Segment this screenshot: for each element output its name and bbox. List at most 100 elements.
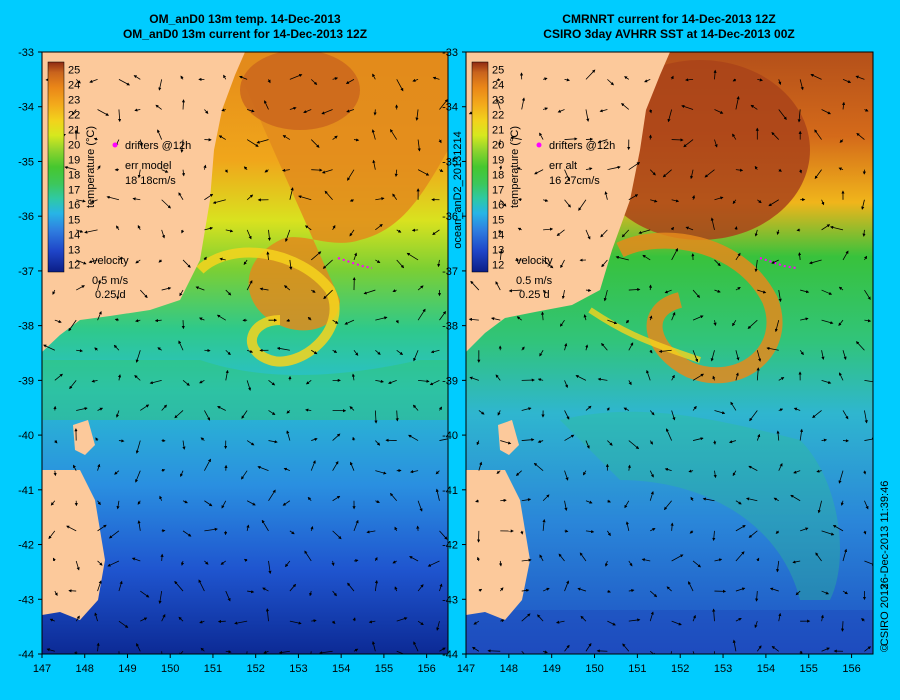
right-velocity-label: velocity <box>516 255 553 267</box>
left-velocity-arrow <box>91 379 98 383</box>
left-velocity-arrow <box>246 524 250 531</box>
left-velocity-arrows <box>43 73 448 654</box>
right-velocity-arrow <box>749 410 758 422</box>
right-velocity-arrow <box>776 430 780 441</box>
left-velocity-arrow <box>395 319 399 324</box>
left-velocity-arrow <box>374 556 378 562</box>
left-velocity-arrow <box>69 380 77 390</box>
right-velocity-arrow <box>692 289 701 299</box>
left-land-mainland <box>42 52 245 352</box>
left-velocity-arrow <box>107 560 120 567</box>
right-velocity-arrow <box>658 349 672 353</box>
left-velocity-arrow <box>90 199 98 203</box>
right-velocity-scale: 0.5 m/s <box>516 275 553 287</box>
left-velocity-arrow <box>199 380 205 384</box>
right-velocity-arrow <box>671 410 676 421</box>
left-velocity-arrow <box>181 99 186 110</box>
right-velocity-arrow <box>670 226 675 231</box>
right-velocity-arrow <box>577 587 587 592</box>
left-velocity-arrow <box>349 406 355 411</box>
right-velocity-arrow <box>579 552 587 562</box>
right-velocity-arrow <box>628 194 639 201</box>
left-velocity-arrow <box>282 135 291 140</box>
left-velocity-arrow <box>417 500 423 512</box>
left-velocity-arrow <box>263 650 269 654</box>
right-velocity-arrow <box>862 229 866 237</box>
right-velocity-arrow <box>809 259 822 265</box>
right-velocity-arrow <box>564 199 571 208</box>
left-velocity-arrow <box>332 349 338 353</box>
right-velocity-arrow <box>864 646 872 652</box>
right-velocity-arrow <box>747 319 758 329</box>
right-eddy-ring <box>616 232 783 384</box>
right-velocity-arrow <box>692 437 704 441</box>
left-velocity-arrow <box>353 559 359 563</box>
left-velocity-arrow <box>310 460 316 471</box>
left-velocity-arrow <box>368 620 376 624</box>
left-velocity-arrow <box>54 373 63 381</box>
left-velocity-arrow <box>221 108 226 112</box>
left-y-tick-label: -43 <box>18 594 34 606</box>
left-colorbar-ramp <box>47 61 65 273</box>
right-land-mainland <box>466 52 670 352</box>
right-velocity-arrow <box>757 78 764 82</box>
right-velocity-arrow <box>821 199 825 206</box>
right-velocity-arrow <box>735 525 746 532</box>
right-velocity-arrow <box>710 350 715 362</box>
right-velocity-arrow <box>812 410 822 419</box>
left-velocity-arrow <box>286 410 291 414</box>
left-velocity-arrow <box>154 318 162 323</box>
right-velocity-arrow <box>521 346 525 351</box>
right-x-tick-label: 148 <box>500 663 518 675</box>
right-drifter-legend-label: drifters @12h <box>549 140 615 152</box>
right-velocity-arrow <box>821 530 835 536</box>
left-colorbar-tick-label: 18 <box>68 170 80 182</box>
right-title-line1: CMRNRT current for 14-Dec-2013 12Z <box>562 12 775 26</box>
left-velocity-arrow <box>349 461 355 471</box>
left-velocity-arrow <box>303 109 312 114</box>
left-velocity-arrow <box>394 526 398 532</box>
right-velocity-arrow <box>768 199 779 207</box>
left-velocity-arrow <box>180 139 184 153</box>
right-colorbar: 25 24 23 22 21 20 19 18 17 16 15 14 13 12 temperature… <box>471 61 521 273</box>
right-colorbar-tick-label: 19 <box>492 155 504 167</box>
right-velocity-arrow <box>644 78 651 83</box>
left-velocity-arrow <box>117 374 122 381</box>
right-velocity-arrow <box>800 289 810 294</box>
left-velocity-arrow <box>353 648 359 652</box>
right-velocity-arrow <box>671 374 675 381</box>
left-velocity-arrow <box>243 558 248 562</box>
right-y-tick-label: -33 <box>442 47 458 59</box>
right-velocity-arrow <box>756 350 762 362</box>
right-colorbar-tick-label: 14 <box>492 230 504 242</box>
right-velocity-arrow <box>795 590 801 596</box>
left-velocity-arrow <box>332 620 336 624</box>
left-velocity-arrow <box>220 560 227 565</box>
right-velocity-arrow <box>663 500 672 511</box>
right-velocity-arrow <box>555 620 565 624</box>
right-velocity-arrow <box>585 405 592 411</box>
right-drifter-track <box>759 257 797 269</box>
left-velocity-arrow <box>311 289 316 293</box>
left-velocity-arrow <box>396 650 409 654</box>
left-velocity-arrow <box>388 379 397 384</box>
left-velocity-arrow <box>266 251 270 261</box>
left-velocity-arrow <box>276 346 290 351</box>
left-velocity-arrow <box>298 195 312 201</box>
left-velocity-arrow <box>204 500 213 507</box>
right-velocity-arrow <box>710 217 715 230</box>
left-velocity-arrow <box>375 440 381 446</box>
left-velocity-arrow <box>97 407 104 411</box>
right-velocity-arrow <box>564 78 570 82</box>
left-velocity-arrow <box>412 404 419 411</box>
right-velocity-arrow <box>622 643 630 652</box>
left-velocity-arrow <box>311 349 318 355</box>
right-velocity-arrow <box>603 289 608 302</box>
right-velocity-arrow <box>792 560 801 564</box>
right-velocity-arrow <box>773 497 779 502</box>
left-velocity-arrow <box>346 109 355 113</box>
right-velocity-arrow <box>735 286 741 291</box>
right-velocity-arrow <box>821 379 832 384</box>
left-velocity-arrow <box>435 470 440 475</box>
right-velocity-arrow <box>667 109 673 123</box>
